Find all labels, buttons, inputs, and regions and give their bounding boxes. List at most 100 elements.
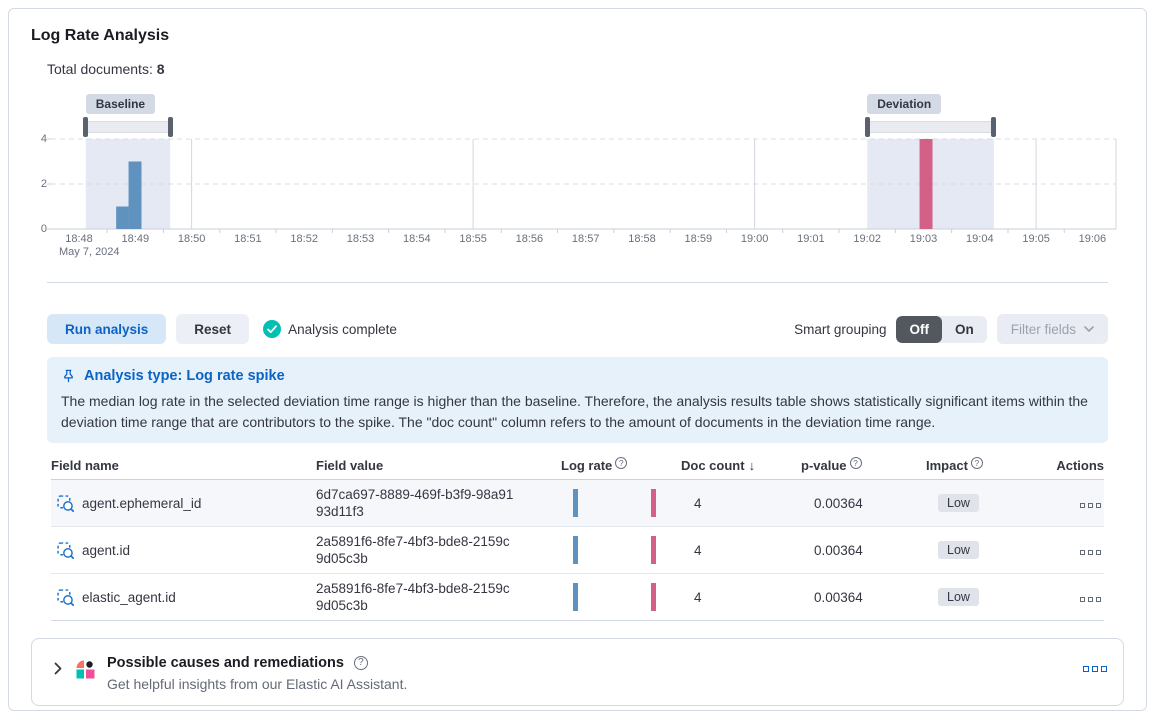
- y-axis-tick-label: 0: [40, 223, 47, 235]
- help-icon[interactable]: [970, 457, 983, 469]
- p-value: 0.00364: [814, 589, 863, 605]
- header-log-rate[interactable]: Log rate: [561, 455, 681, 479]
- log-rate-mini-chart: [573, 583, 656, 611]
- baseline-brush-left-handle[interactable]: [83, 117, 89, 137]
- filter-fields-label: Filter fields: [1010, 321, 1076, 337]
- filter-field-icon[interactable]: [57, 541, 74, 559]
- panel-actions-icon[interactable]: [1083, 666, 1107, 672]
- help-icon[interactable]: [353, 656, 368, 670]
- p-value: 0.00364: [814, 495, 863, 511]
- x-axis-tick-label: 18:57: [571, 233, 600, 245]
- x-axis-tick-label: 18:53: [346, 233, 375, 245]
- field-name: agent.id: [82, 542, 131, 558]
- help-icon[interactable]: [849, 457, 862, 469]
- x-axis-tick-label: 18:48: [65, 233, 93, 245]
- deviation-brush-right-handle[interactable]: [991, 117, 997, 137]
- x-axis-tick-label: 18:58: [628, 233, 656, 245]
- table-row: elastic_agent.id 2a5891f6-8fe7-4bf3-bde8…: [51, 574, 1104, 621]
- document-count-chart[interactable]: Baseline Deviation 18:48 18:49 18:50 18:51 18:…: [31, 94, 1124, 262]
- filter-field-icon[interactable]: [57, 588, 74, 606]
- analysis-status-text: Analysis complete: [288, 321, 397, 337]
- x-axis-tick-label: 19:01: [797, 233, 825, 245]
- chevron-down-icon: [1084, 326, 1094, 332]
- possible-causes-panel[interactable]: Possible causes and remediations Get hel…: [31, 638, 1124, 706]
- analysis-status: Analysis complete: [263, 320, 397, 338]
- doc-count: 4: [694, 589, 702, 605]
- page-title: Log Rate Analysis: [31, 27, 170, 44]
- x-axis-tick-label: 18:56: [515, 233, 544, 245]
- help-icon[interactable]: [615, 457, 628, 469]
- smart-grouping-on[interactable]: On: [954, 321, 974, 337]
- table-row: agent.id 2a5891f6-8fe7-4bf3-bde8-2159c9d…: [51, 527, 1104, 574]
- possible-causes-title: Possible causes and remediations: [107, 655, 344, 671]
- log-rate-analysis-panel: Log Rate Analysis Total documents: 8 Bas…: [8, 8, 1147, 711]
- log-rate-mini-chart: [573, 536, 656, 564]
- baseline-brush-track[interactable]: [85, 121, 171, 133]
- p-value: 0.00364: [814, 542, 863, 558]
- table-header-row: Field name Field value Log rate Doc coun…: [51, 455, 1104, 480]
- pin-icon: [64, 369, 73, 382]
- total-documents: Total documents: 8: [47, 61, 1124, 80]
- sort-desc-icon: ↓: [748, 457, 756, 473]
- deviation-brush-left-handle[interactable]: [864, 117, 870, 137]
- analysis-type-callout: Analysis type: Log rate spike The median…: [47, 357, 1108, 443]
- filter-field-icon[interactable]: [57, 494, 74, 512]
- results-table: Field name Field value Log rate Doc coun…: [51, 455, 1104, 621]
- baseline-brush-right-handle[interactable]: [167, 117, 173, 137]
- x-axis-tick-label: 18:59: [684, 233, 713, 245]
- x-axis-tick-label: 19:00: [740, 233, 769, 245]
- row-actions-icon[interactable]: [1080, 596, 1101, 602]
- deviation-brush-track[interactable]: [867, 121, 994, 133]
- header-actions: Actions: [1056, 457, 1104, 473]
- possible-causes-subtitle: Get helpful insights from our Elastic AI…: [107, 676, 408, 692]
- chevron-right-icon[interactable]: [54, 662, 62, 675]
- section-divider: [47, 282, 1108, 283]
- field-value: 2a5891f6-8fe7-4bf3-bde8-2159c9d05c3b: [316, 581, 510, 613]
- header-impact[interactable]: Impact: [926, 455, 1041, 479]
- row-actions-icon[interactable]: [1080, 549, 1101, 555]
- x-axis-tick-label: 18:49: [121, 233, 150, 245]
- doc-count: 4: [694, 495, 702, 511]
- reset-button[interactable]: Reset: [176, 314, 250, 344]
- x-axis-tick-label: 19:04: [966, 233, 994, 245]
- filter-fields-button[interactable]: Filter fields: [996, 314, 1108, 344]
- impact-badge: Low: [938, 588, 979, 606]
- controls-row: Run analysis Reset Analysis complete Sma…: [47, 313, 1108, 345]
- header-doc-count[interactable]: Doc count ↓: [681, 457, 756, 473]
- x-axis-tick-label: 19:03: [909, 233, 938, 245]
- smart-grouping-off[interactable]: Off: [896, 315, 942, 343]
- x-axis-date-label: May 7, 2024: [59, 246, 120, 258]
- callout-title: Analysis type: Log rate spike: [84, 368, 285, 384]
- smart-grouping-toggle: Off On: [896, 315, 987, 343]
- header-field-value[interactable]: Field value: [316, 457, 384, 473]
- check-icon: [263, 320, 282, 338]
- baseline-badge: Baseline: [85, 94, 156, 114]
- header-field-name[interactable]: Field name: [51, 457, 119, 473]
- impact-badge: Low: [938, 494, 979, 512]
- y-axis-tick-label: 4: [40, 133, 47, 145]
- total-documents-label: Total documents:: [47, 61, 153, 77]
- field-value: 6d7ca697-8889-469f-b3f9-98a9193d11f3: [316, 487, 514, 519]
- x-axis-tick-label: 19:02: [853, 233, 881, 245]
- callout-body: The median log rate in the selected devi…: [61, 393, 1088, 430]
- x-axis-tick-label: 18:55: [459, 233, 487, 245]
- doc-count: 4: [694, 542, 702, 558]
- elastic-ai-assistant-icon: [76, 660, 95, 679]
- log-rate-mini-chart: [573, 489, 656, 517]
- x-axis-tick-label: 18:52: [290, 233, 318, 245]
- impact-badge: Low: [938, 541, 979, 559]
- smart-grouping-label: Smart grouping: [794, 321, 887, 337]
- x-axis-tick-label: 19:06: [1078, 233, 1107, 245]
- total-documents-value: 8: [156, 61, 165, 77]
- x-axis-tick-label: 18:51: [234, 233, 262, 245]
- field-name: agent.ephemeral_id: [82, 495, 202, 511]
- deviation-badge: Deviation: [867, 94, 942, 114]
- table-row: agent.ephemeral_id 6d7ca697-8889-469f-b3…: [51, 480, 1104, 527]
- field-name: elastic_agent.id: [82, 589, 176, 605]
- header-p-value[interactable]: p-value: [801, 455, 926, 479]
- run-analysis-button[interactable]: Run analysis: [47, 314, 167, 344]
- y-axis-tick-label: 2: [40, 178, 47, 190]
- x-axis-tick-label: 18:54: [403, 233, 431, 245]
- row-actions-icon[interactable]: [1080, 502, 1101, 508]
- x-axis-tick-label: 18:50: [177, 233, 206, 245]
